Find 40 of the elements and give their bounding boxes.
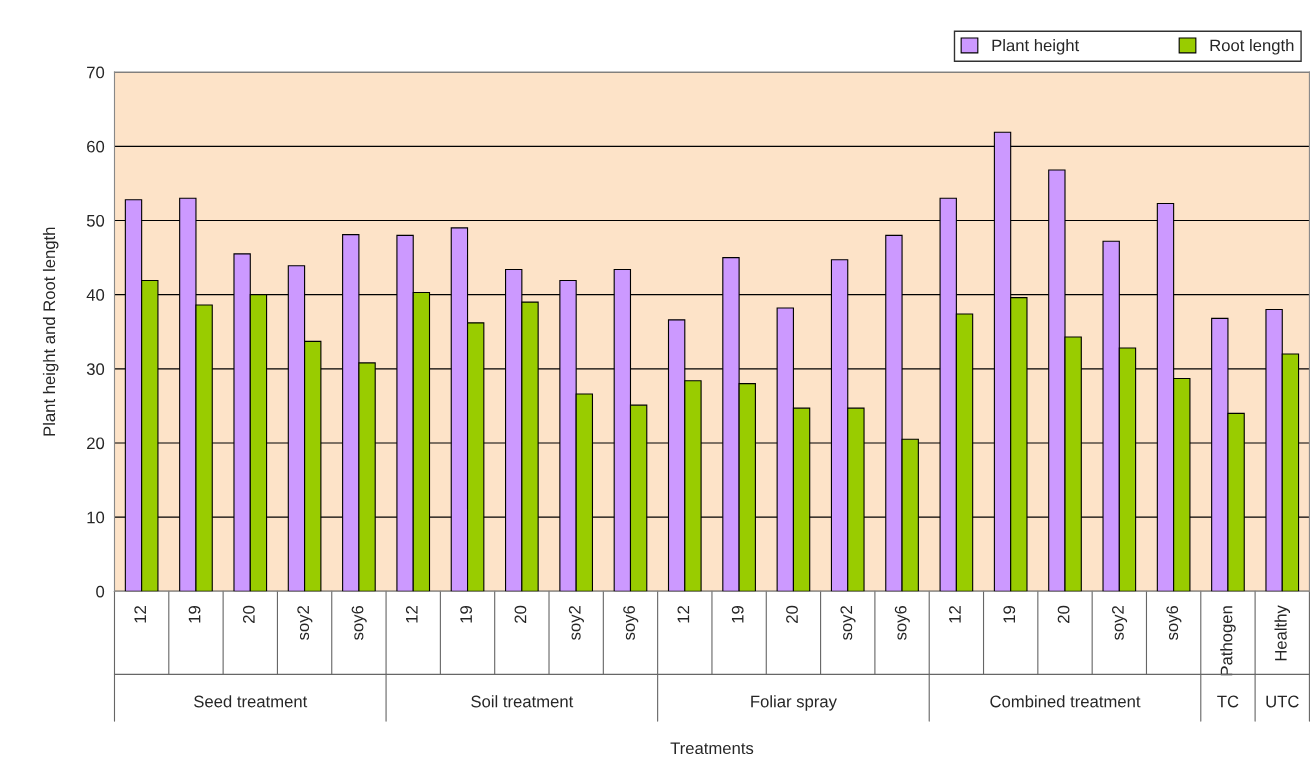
x-tick-label: 12 [949,606,961,623]
text: TC [1217,695,1239,708]
x-tick-label: soy2 [840,606,856,640]
text: Seed treatment [194,695,308,708]
x-tick-label: 20 [786,605,798,623]
x-tick-label: 20 [242,605,255,623]
x-tick-label: 12 [134,606,146,623]
x-tick-label: soy6 [351,605,367,640]
y-tick-label: 20 [87,437,105,450]
text: Soil treatment [471,695,574,708]
x-tick-label: 20 [514,605,527,623]
y-tick-label: 40 [86,289,105,301]
x-tick-label: Healthy [1274,605,1291,661]
text: Foliar spray [751,695,837,711]
legend-label: Plant height [992,39,1080,55]
x-tick-label: soy2 [1111,606,1128,640]
y-axis-title: Plant height and Root length [42,227,59,436]
y-tick-label: 70 [87,66,105,79]
x-tick-label: soy2 [568,606,584,640]
y-tick-label: 10 [87,511,105,524]
x-tick-label: soy6 [894,605,910,640]
x-tick-label: soy6 [1166,605,1182,640]
x-tick-label: soy2 [297,606,313,640]
x-tick-label: soy6 [623,605,639,640]
x-tick-label: 12 [405,606,418,623]
x-tick-label: 12 [677,606,690,623]
y-tick-label: 0 [96,585,105,598]
x-tick-label: 19 [188,605,201,623]
y-tick-label: 50 [86,214,105,227]
y-tick-label: 30 [86,363,105,376]
text: UTC [1266,695,1299,708]
x-axis-title: Treatments [670,742,754,755]
x-tick-label: 19 [731,605,744,623]
y-tick-label: 60 [87,140,105,153]
x-tick-label: 20 [1057,605,1070,623]
x-tick-label: Pathogen [1220,606,1236,676]
x-tick-label: 19 [1003,605,1016,623]
x-tick-label: 19 [460,605,473,623]
legend-label: Root length [1210,39,1294,55]
text: Combined treatment [990,695,1141,708]
